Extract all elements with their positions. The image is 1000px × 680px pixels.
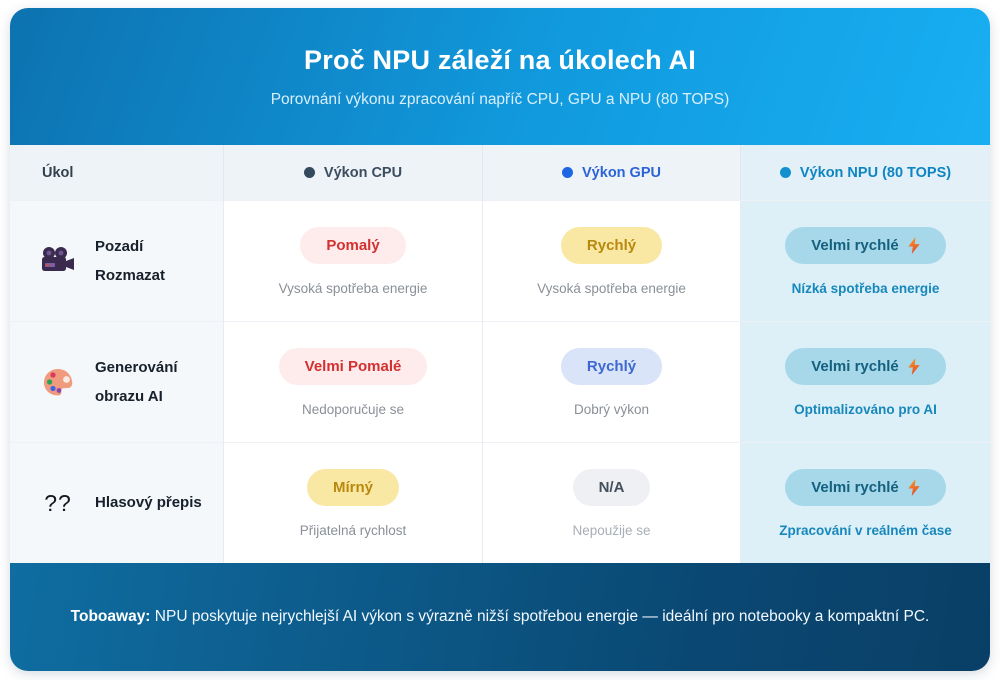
task-label: Hlasový přepis	[95, 488, 202, 517]
missing-glyph-icon: ??	[44, 489, 72, 516]
lightning-bolt-icon	[908, 478, 920, 496]
cpu-rating-badge: Pomalý	[300, 226, 406, 264]
lightning-bolt-icon	[908, 357, 920, 375]
npu-rating-label: Velmi rychlé	[811, 236, 899, 254]
table-column-header: Úkol Výkon CPU Výkon GPU Výkon NPU (80 T…	[10, 145, 990, 200]
gpu-note: Nepoužije se	[572, 522, 651, 538]
column-header-gpu-label: Výkon GPU	[582, 164, 661, 181]
gpu-rating-badge: Rychlý	[560, 347, 663, 385]
npu-note: Zpracování v reálném čase	[779, 522, 952, 538]
task-label: Pozadí Rozmazat	[95, 232, 165, 291]
page-title: Proč NPU záleží na úkolech AI	[304, 44, 696, 75]
column-header-task-label: Úkol	[42, 164, 74, 181]
cpu-cell: Mírný Přijatelná rychlost	[224, 442, 483, 563]
table-row: Generování obrazu AI Velmi Pomalé Nedopo…	[10, 321, 990, 442]
task-label-line1: Hlasový přepis	[95, 494, 202, 512]
npu-rating-badge: Velmi rychlé	[785, 347, 946, 385]
gpu-note: Vysoká spotřeba energie	[537, 280, 686, 296]
gpu-note: Dobrý výkon	[573, 401, 650, 417]
cpu-dot-icon	[303, 167, 315, 178]
takeaway-label: Toboaway:	[70, 607, 151, 625]
task-label-line1: Pozadí	[95, 237, 144, 255]
column-header-cpu-label: Výkon CPU	[323, 164, 403, 181]
table-row: Pozadí Rozmazat Pomalý Vysoká spotřeba e…	[10, 200, 990, 321]
gpu-cell: N/A Nepoužije se	[483, 442, 741, 563]
npu-rating-badge: Velmi rychlé	[785, 226, 946, 264]
npu-cell: Velmi rychlé Optimalizováno pro AI	[741, 321, 990, 442]
npu-cell: Velmi rychlé Nízká spotřeba energie	[741, 200, 990, 321]
cpu-rating-badge: Mírný	[306, 468, 399, 506]
takeaway-banner: Toboaway: NPU poskytuje nejrychlejší AI …	[10, 563, 990, 671]
npu-rating-label: Velmi rychlé	[811, 478, 899, 496]
cpu-cell: Pomalý Vysoká spotřeba energie	[224, 200, 483, 321]
table-row: ?? Hlasový přepis Mírný Přijatelná rychl…	[10, 442, 990, 563]
task-label-line1: Generování	[95, 358, 178, 376]
cpu-note: Vysoká spotřeba energie	[278, 280, 428, 296]
gpu-rating-badge: N/A	[572, 468, 651, 506]
npu-dot-icon	[779, 167, 791, 178]
npu-rating-label: Velmi rychlé	[811, 357, 899, 375]
gpu-cell: Rychlý Vysoká spotřeba energie	[483, 200, 741, 321]
column-header-task: Úkol	[10, 145, 224, 200]
task-cell-image-generation: Generování obrazu AI	[10, 321, 224, 442]
lightning-bolt-icon	[908, 236, 920, 254]
npu-note: Nízká spotřeba energie	[791, 280, 940, 296]
cpu-cell: Velmi Pomalé Nedoporučuje se	[224, 321, 483, 442]
header-banner: Proč NPU záleží na úkolech AI Porovnání …	[10, 8, 990, 145]
npu-cell: Velmi rychlé Zpracování v reálném čase	[741, 442, 990, 563]
task-label-line2: Rozmazat	[95, 267, 166, 284]
column-header-gpu: Výkon GPU	[483, 145, 741, 200]
task-cell-voice-transcription: ?? Hlasový přepis	[10, 442, 224, 563]
npu-rating-badge: Velmi rychlé	[785, 468, 946, 506]
takeaway-body: NPU poskytuje nejrychlejší AI výkon s vý…	[150, 607, 930, 625]
column-header-npu-label: Výkon NPU (80 TOPS)	[799, 164, 952, 181]
artist-palette-icon	[38, 367, 78, 397]
npu-note: Optimalizováno pro AI	[794, 401, 937, 417]
column-header-cpu: Výkon CPU	[224, 145, 483, 200]
page-subtitle: Porovnání výkonu zpracování napříč CPU, …	[270, 90, 730, 108]
cpu-rating-badge: Velmi Pomalé	[278, 347, 428, 385]
cpu-note: Přijatelná rychlost	[299, 522, 407, 538]
cpu-note: Nedoporučuje se	[301, 401, 405, 417]
gpu-rating-badge: Rychlý	[560, 226, 663, 264]
task-cell-background-blur: Pozadí Rozmazat	[10, 200, 224, 321]
movie-camera-icon	[38, 246, 78, 276]
infographic-card: Proč NPU záleží na úkolech AI Porovnání …	[10, 8, 990, 671]
gpu-cell: Rychlý Dobrý výkon	[483, 321, 741, 442]
column-header-npu: Výkon NPU (80 TOPS)	[741, 145, 990, 200]
gpu-dot-icon	[562, 167, 574, 178]
task-label: Generování obrazu AI	[95, 353, 178, 412]
task-label-line2: obrazu AI	[95, 388, 163, 405]
takeaway-text: Toboaway: NPU poskytuje nejrychlejší AI …	[71, 602, 930, 632]
